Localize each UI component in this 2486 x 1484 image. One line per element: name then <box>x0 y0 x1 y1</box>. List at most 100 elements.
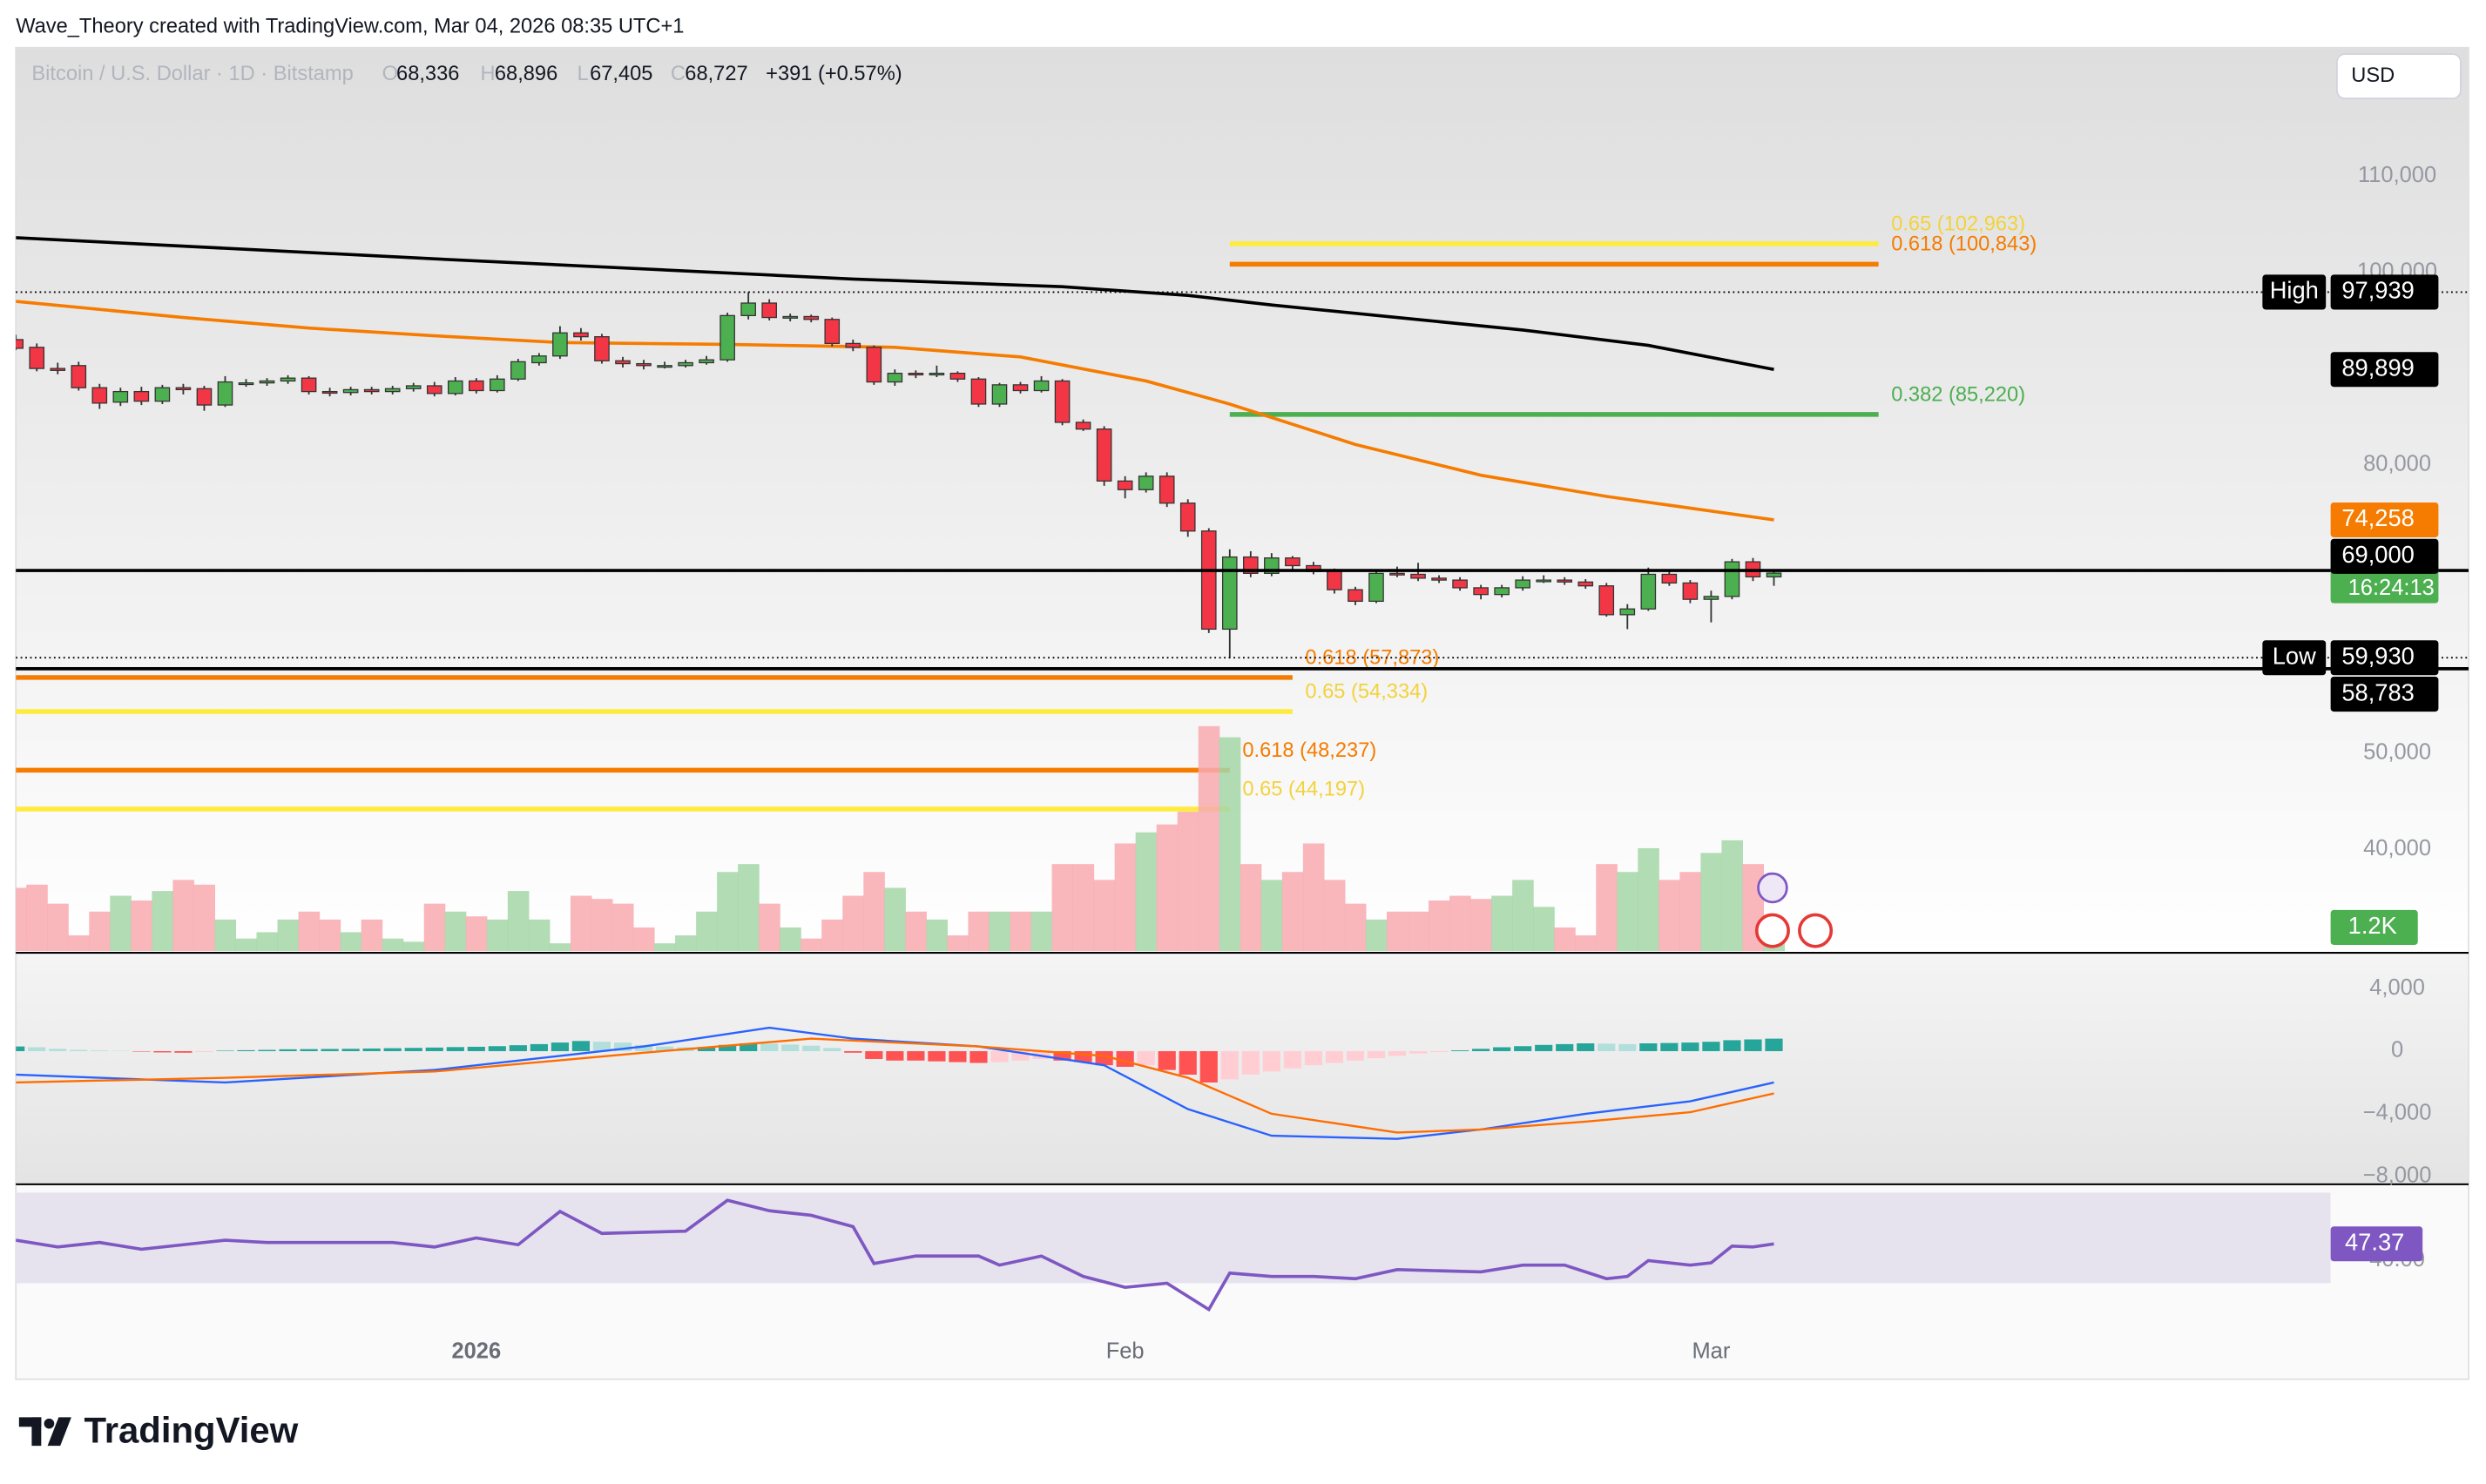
countdown: 16:24:13 <box>2348 576 2435 600</box>
rsi-label-box <box>2330 1226 2423 1262</box>
candle-body <box>1033 380 1050 392</box>
candle-body <box>1661 573 1678 584</box>
volume-bar <box>68 935 90 952</box>
macd-histogram-bar <box>1493 1047 1511 1051</box>
button-box[interactable] <box>2335 53 2462 99</box>
candle-body <box>301 377 317 393</box>
candle-body <box>615 360 631 365</box>
volume-bar <box>989 911 1011 952</box>
event-icons <box>1754 872 1834 948</box>
candle-body <box>531 355 547 364</box>
macd-histogram-bar <box>362 1048 381 1051</box>
candle-body <box>887 372 903 383</box>
macd-histogram-bar <box>91 1050 109 1051</box>
candle-body <box>363 388 380 393</box>
price-label-box <box>2330 538 2439 574</box>
legend-value: 67,405 <box>590 63 652 85</box>
candle-body <box>1431 577 1447 581</box>
macd-histogram-bar <box>1053 1050 1071 1061</box>
volume-bar <box>507 891 530 952</box>
button-label[interactable]: USD <box>2351 64 2395 87</box>
moving-average <box>16 300 1774 522</box>
y-tick-label: −4,000 <box>2363 1101 2432 1125</box>
price-label-box <box>2330 677 2439 712</box>
legend-change: +391 (+0.57%) <box>766 63 902 85</box>
fib-label: 0.382 (85,220) <box>1891 383 2025 406</box>
volume-bar <box>1093 880 1116 952</box>
volume-bar <box>675 935 697 952</box>
macd-histogram-bar <box>928 1050 946 1062</box>
candle-body <box>91 387 108 404</box>
volume-bar <box>26 884 48 952</box>
volume-bar <box>152 891 173 952</box>
macd-histogram-bar <box>446 1047 464 1051</box>
macd-histogram-bar <box>865 1050 883 1059</box>
macd-histogram-bar <box>844 1050 862 1053</box>
macd-histogram-bar <box>1556 1043 1574 1051</box>
macd-histogram-bar <box>698 1047 716 1051</box>
macd-histogram-bar <box>613 1042 632 1051</box>
macd-histogram-bar <box>1409 1050 1428 1054</box>
candle-body <box>1577 581 1594 587</box>
candle-body <box>1200 530 1217 631</box>
price-label: 89,899 <box>2341 354 2415 381</box>
volume-bar <box>486 919 509 952</box>
candle-body <box>970 378 987 405</box>
logo-shape <box>31 1417 42 1447</box>
candle-body <box>259 380 275 384</box>
candle-body <box>1619 608 1636 616</box>
candle-body <box>1012 384 1029 392</box>
candle-body <box>594 336 610 361</box>
macd-histogram-bar <box>1388 1050 1407 1056</box>
macd-histogram-bar <box>174 1050 193 1053</box>
event-icon[interactable] <box>1757 872 1788 904</box>
candle-body <box>510 361 526 380</box>
candle-body <box>1368 572 1384 603</box>
candle-body <box>1327 570 1342 590</box>
legend-key: O <box>382 63 398 85</box>
price-label: 97,939 <box>2341 277 2415 304</box>
price-label-box <box>2330 640 2439 676</box>
macd-histogram-bar <box>1179 1050 1197 1075</box>
candle-body <box>405 385 422 389</box>
macd-histogram-bar <box>1639 1043 1658 1051</box>
price-label-box <box>2330 502 2439 537</box>
event-icon[interactable] <box>1798 913 1834 948</box>
volume-bar <box>1470 899 1492 952</box>
price-label-box <box>2330 274 2439 310</box>
macd-histogram-bar <box>1241 1050 1260 1075</box>
volume-bar <box>1429 901 1450 952</box>
legend-value: 68,896 <box>495 63 557 85</box>
volume-bar <box>717 872 739 952</box>
y-tick-label: −8,000 <box>2363 1164 2432 1188</box>
candle-body <box>1096 428 1112 482</box>
legend: Bitcoin / U.S. Dollar · 1D · Bitstamp O … <box>31 63 902 85</box>
legend-value: 68,336 <box>396 63 459 85</box>
volume-bar <box>382 938 404 952</box>
macd-histogram-bar <box>1283 1050 1301 1069</box>
candle-body <box>426 385 442 395</box>
macd-histogram-bar <box>1158 1050 1176 1070</box>
volume-bar <box>1198 725 1220 952</box>
volume-bar <box>759 903 780 952</box>
volume-bar <box>1575 935 1597 952</box>
price-tag: Low <box>2273 642 2316 669</box>
price-label-box <box>2330 352 2439 388</box>
candle-body <box>845 342 861 348</box>
volume-bar <box>968 911 990 952</box>
currency-button[interactable]: USD <box>2335 53 2462 99</box>
macd-histogram-bar <box>1765 1038 1783 1051</box>
macd-histogram-bar <box>886 1050 904 1061</box>
volume-bar <box>947 935 969 952</box>
macd-histogram-bar <box>1367 1050 1386 1059</box>
macd-histogram-bar <box>467 1046 485 1051</box>
event-icon[interactable] <box>1754 913 1790 948</box>
candle-body <box>1766 572 1782 578</box>
macd-line <box>16 1026 1774 1140</box>
macd-histogram-bar <box>300 1049 318 1051</box>
volume-bar <box>1512 880 1534 952</box>
macd-histogram-bar <box>509 1045 527 1051</box>
volume-bar <box>1051 864 1074 952</box>
volume-bar <box>423 903 446 952</box>
